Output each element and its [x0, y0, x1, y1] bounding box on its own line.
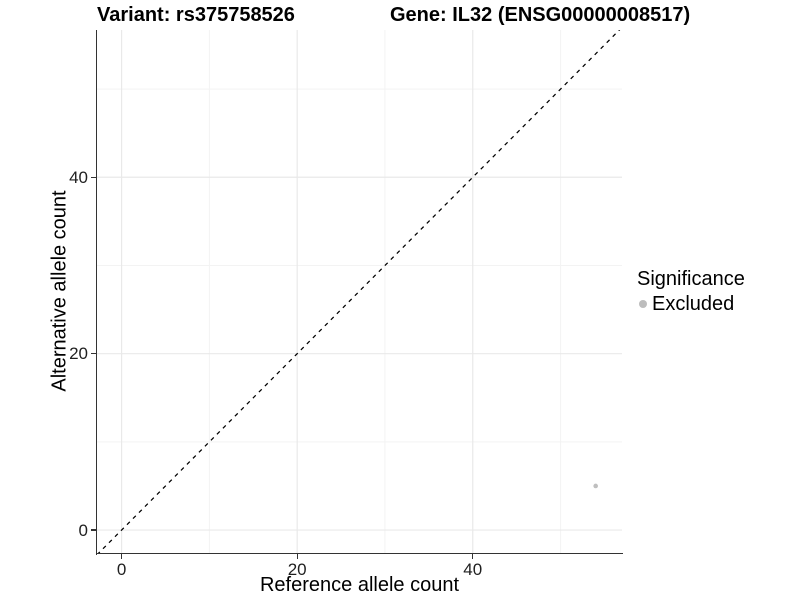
x-axis-tick-label: 0 — [116, 560, 127, 579]
x-axis-tick-mark — [472, 554, 474, 560]
y-axis-tick-label: 40 — [69, 167, 88, 187]
y-axis-title: Alternative allele count — [48, 190, 71, 392]
y-axis-tick-label: 0 — [78, 520, 88, 540]
identity-reference-line — [97, 30, 621, 553]
x-axis-tick-mark — [296, 554, 298, 560]
y-axis-tick-label: 20 — [69, 344, 88, 364]
x-axis-title: Reference allele count — [259, 574, 459, 596]
legend-point-icon — [639, 300, 647, 308]
y-axis-tick-mark — [90, 176, 96, 178]
x-axis-line — [95, 553, 623, 555]
variant-title: Variant: rs375758526 — [97, 4, 295, 26]
data-point — [593, 483, 598, 489]
legend-item-excluded: Excluded — [637, 293, 745, 315]
x-axis-tick-label: 40 — [463, 560, 483, 579]
y-axis-line — [95, 30, 97, 555]
plot-canvas — [97, 30, 622, 553]
y-axis-tick-mark — [90, 529, 96, 531]
gene-title: Gene: IL32 (ENSG00000008517) — [390, 4, 691, 26]
legend-item-label: Excluded — [652, 293, 735, 315]
x-axis-tick-label: 20 — [287, 560, 307, 579]
plot-panel — [97, 30, 622, 553]
legend-title: Significance — [637, 268, 745, 290]
legend: Significance Excluded — [637, 268, 745, 315]
y-axis-tick-mark — [90, 353, 96, 355]
x-axis-tick-mark — [120, 554, 123, 560]
